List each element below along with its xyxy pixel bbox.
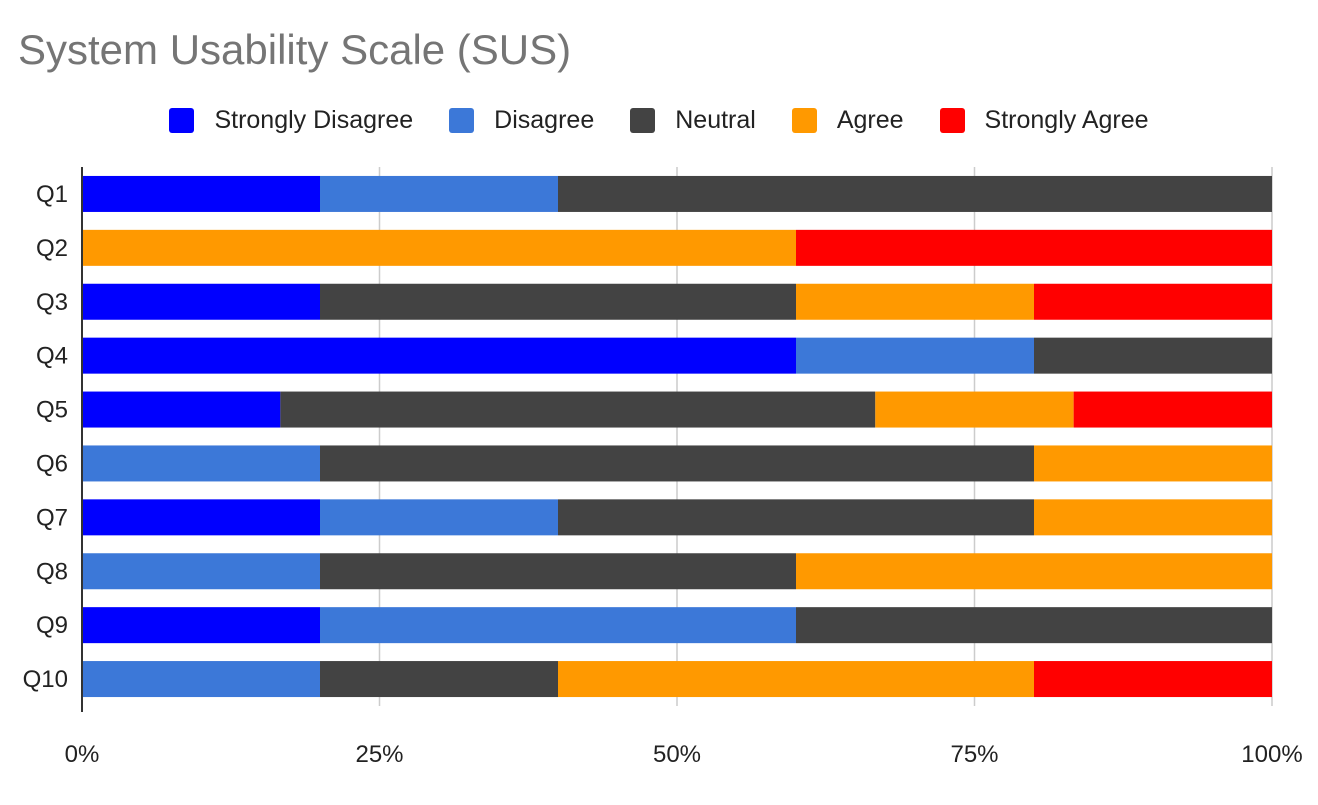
legend-swatch [169,108,195,133]
bar-segment [1034,499,1272,536]
bar-segment [82,283,320,320]
legend-label: Strongly Disagree [214,106,414,134]
bar-segment [82,229,796,266]
bar-segment [82,445,320,482]
legend-label: Neutral [675,106,756,134]
y-tick-label: Q7 [36,504,68,531]
bar-segment [82,607,320,644]
legend-item: Disagree [449,106,594,135]
bar-segment [280,391,876,428]
x-tick-label: 100% [1241,741,1302,768]
bar-segment [796,553,1272,590]
bar-segment [82,175,320,212]
x-tick-label: 0% [65,741,100,768]
bar-segment [82,553,320,590]
bar-segment [796,337,1034,374]
y-tick-label: Q5 [36,397,68,424]
bar-segment [558,175,1272,212]
bar-segment [320,175,558,212]
legend-item: Neutral [630,106,756,135]
legend-item: Strongly Agree [939,106,1149,135]
y-tick-label: Q9 [36,612,68,639]
bar-segment [796,283,1034,320]
y-tick-label: Q10 [23,666,68,693]
x-tick-label: 75% [950,741,998,768]
bar-segment [82,499,320,536]
bar-segment [1034,661,1272,698]
y-tick-label: Q1 [36,181,68,208]
legend-label: Agree [836,106,904,134]
bar-segment [320,607,796,644]
bar-segment [320,553,796,590]
bar-segment [1034,445,1272,482]
legend-swatch [449,108,475,133]
chart-title: System Usability Scale (SUS) [18,26,572,73]
bar-segment [875,391,1074,428]
legend-swatch [630,108,656,133]
bar-segment [320,661,558,698]
bar-segment [796,229,1272,266]
bar-segment [1034,283,1272,320]
bar-segment [82,337,796,374]
y-tick-label: Q8 [36,558,68,585]
bar-segment [320,283,796,320]
bar-segment [796,607,1272,644]
y-tick-label: Q3 [36,289,68,316]
bar-segment [82,391,281,428]
bar-segment [558,661,1034,698]
x-tick-label: 50% [653,741,701,768]
bar-segment [82,661,320,698]
legend-swatch [939,108,965,133]
legend: Strongly Disagree Disagree Neutral Agree Str… [0,106,1318,135]
x-tick-label: 25% [355,741,403,768]
legend-item: Strongly Disagree [169,106,413,135]
legend-label: Disagree [494,106,595,134]
legend-swatch [791,108,817,133]
bar-segment [320,445,1034,482]
y-tick-label: Q2 [36,235,68,262]
legend-item: Agree [791,106,904,135]
bar-segment [1073,391,1272,428]
legend-label: Strongly Agree [984,106,1149,134]
y-tick-label: Q4 [36,343,68,370]
y-tick-label: Q6 [36,450,68,477]
bar-segment [1034,337,1272,374]
bar-segment [558,499,1034,536]
bar-segment [320,499,558,536]
